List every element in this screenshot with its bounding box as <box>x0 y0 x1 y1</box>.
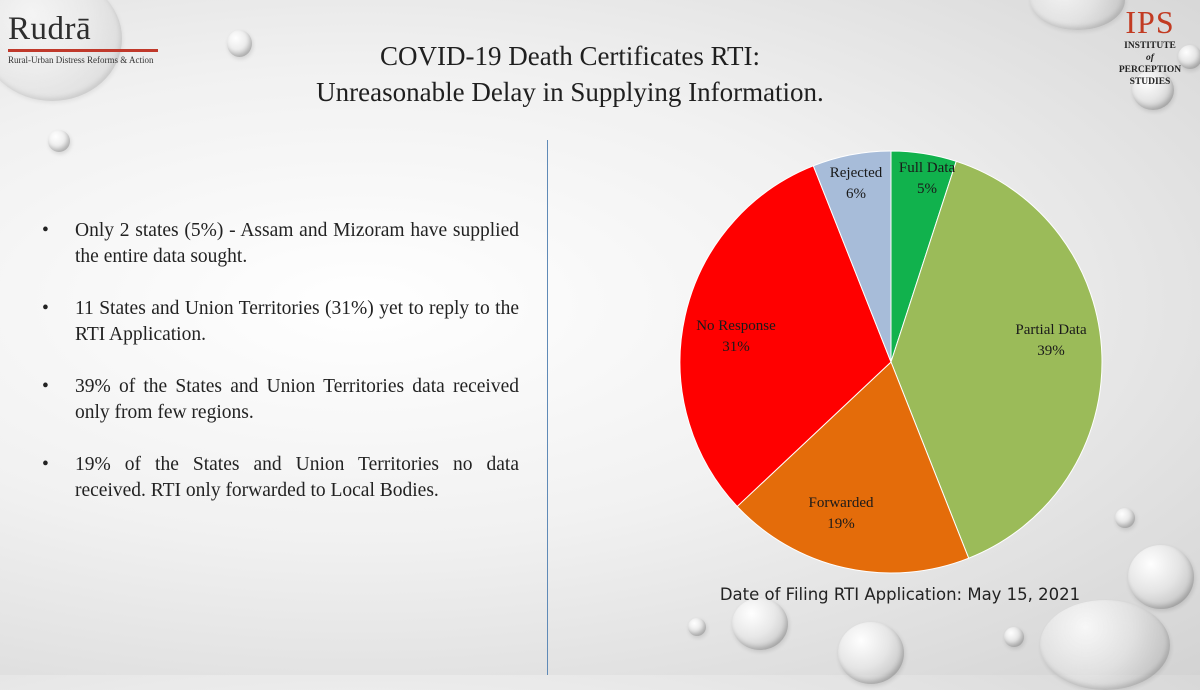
pie-label-category: Full Data <box>899 160 956 176</box>
bullet-icon: • <box>42 298 49 319</box>
finding-item: • 19% of the States and Union Territories… <box>42 452 519 504</box>
filing-date-caption: Date of Filing RTI Application: May 15, … <box>719 585 1081 604</box>
finding-text: 39% of the States and Union Territories … <box>75 376 519 423</box>
water-drop-decoration <box>1132 70 1174 110</box>
finding-text: 19% of the States and Union Territories … <box>75 454 519 501</box>
finding-text: 11 States and Union Territories (31%) ye… <box>75 298 519 345</box>
vertical-divider <box>547 140 548 675</box>
water-drop-decoration <box>688 618 706 636</box>
pie-label-value: 39% <box>1037 343 1065 359</box>
water-drop-decoration <box>227 30 252 57</box>
pie-label-value: 6% <box>846 186 866 202</box>
ips-logo-line3: PERCEPTION <box>1118 65 1182 75</box>
ips-logo: IPS INSTITUTE of PERCEPTION STUDIES <box>1108 4 1192 88</box>
rudra-logo-underline <box>8 49 158 52</box>
water-drop-decoration <box>732 598 788 650</box>
rudra-logo: Rudrā Rural-Urban Distress Reforms & Act… <box>8 10 168 65</box>
pie-label-category: No Response <box>696 318 776 334</box>
bullet-icon: • <box>42 220 49 241</box>
finding-text: Only 2 states (5%) - Assam and Mizoram h… <box>75 220 519 267</box>
rudra-logo-subtitle: Rural-Urban Distress Reforms & Action <box>8 55 154 65</box>
pie-label-category: Forwarded <box>809 495 874 511</box>
pie-slice-no-response <box>679 165 892 508</box>
ips-logo-line4: STUDIES <box>1129 77 1171 87</box>
ips-logo-line1: INSTITUTE <box>1124 41 1176 51</box>
water-drop-decoration <box>1115 508 1135 528</box>
finding-item: • 39% of the States and Union Territories… <box>42 374 519 426</box>
slide-title-line1: COVID-19 Death Certificates RTI: <box>379 41 761 71</box>
findings-list: • Only 2 states (5%) - Assam and Mizoram … <box>42 218 519 530</box>
pie-label-category: Rejected <box>830 165 883 181</box>
ips-logo-acronym: IPS <box>1125 4 1175 40</box>
finding-item: • Only 2 states (5%) - Assam and Mizoram … <box>42 218 519 270</box>
bullet-icon: • <box>42 376 49 397</box>
water-drop-decoration <box>48 130 70 152</box>
pie-label-value: 19% <box>827 516 855 532</box>
ips-logo-line2: of <box>1146 53 1154 63</box>
slide-title: COVID-19 Death Certificates RTI: Unreaso… <box>220 38 920 110</box>
pie-slice-partial-data <box>890 160 1103 559</box>
water-drop-decoration <box>1178 45 1200 69</box>
rudra-logo-name: Rudrā <box>8 11 92 47</box>
pie-slice-rejected <box>812 150 892 363</box>
water-drop-decoration <box>1128 545 1194 609</box>
pie-label-value: 31% <box>722 339 750 355</box>
water-drop-decoration <box>1004 627 1024 647</box>
bullet-icon: • <box>42 454 49 475</box>
slide-title-line2: Unreasonable Delay in Supplying Informat… <box>316 77 824 107</box>
pie-label-value: 5% <box>917 181 937 197</box>
pie-label-category: Partial Data <box>1015 322 1087 338</box>
water-drop-decoration <box>838 622 904 684</box>
pie-slice-forwarded <box>736 361 970 574</box>
pie-chart: Full Data 5% Partial Data 39% Forwarded 19% No… <box>679 150 1103 574</box>
finding-item: • 11 States and Union Territories (31%) y… <box>42 296 519 348</box>
